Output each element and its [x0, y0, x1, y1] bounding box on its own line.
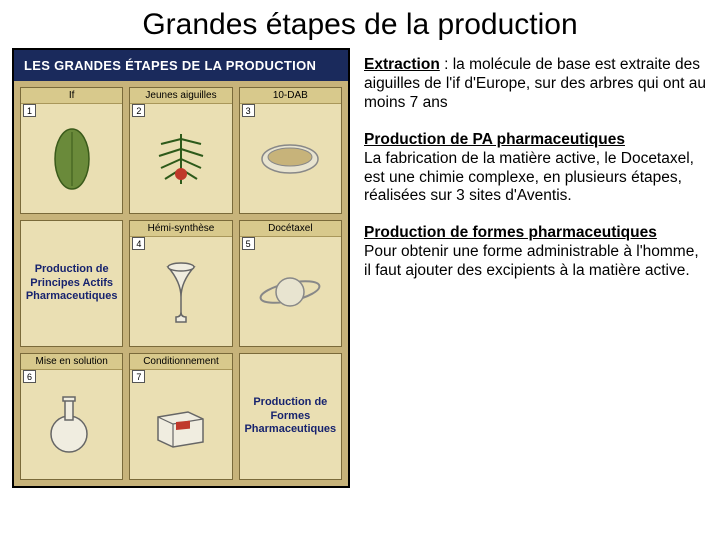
para-head: Production de formes pharmaceutiques [364, 224, 657, 241]
para-extraction: Extraction : la molécule de base est ext… [364, 56, 708, 113]
production-diagram: LES GRANDES ÉTAPES DE LA PRODUCTION If 1… [12, 48, 350, 488]
cell-top-label: Jeunes aiguilles [130, 88, 231, 104]
flask-icon [21, 370, 122, 479]
leaf-icon [21, 104, 122, 213]
cell-10dab: 10-DAB 3 [239, 87, 342, 214]
cell-number: 7 [132, 370, 145, 383]
side-label-text: Production de Principes Actifs Pharmaceu… [25, 263, 118, 304]
side-label-formes: Production de Formes Pharmaceutiques [239, 353, 342, 480]
box-icon [130, 370, 231, 479]
cell-top-label: 10-DAB [240, 88, 341, 104]
cell-number: 5 [242, 237, 255, 250]
cell-aiguilles: Jeunes aiguilles 2 [129, 87, 232, 214]
ring-icon [240, 104, 341, 213]
side-label-pa: Production de Principes Actifs Pharmaceu… [20, 220, 123, 347]
cell-docetaxel: Docétaxel 5 [239, 220, 342, 347]
needles-icon [130, 104, 231, 213]
cell-top-label: Docétaxel [240, 221, 341, 237]
cell-solution: Mise en solution 6 [20, 353, 123, 480]
cell-hemisynthese: Hémi-synthèse 4 [129, 220, 232, 347]
cell-if: If 1 [20, 87, 123, 214]
cell-number: 3 [242, 104, 255, 117]
para-body: Pour obtenir une forme administrable à l… [364, 243, 699, 279]
cell-top-label: Hémi-synthèse [130, 221, 231, 237]
slide-title: Grandes étapes de la production [0, 0, 720, 48]
diagram-header: LES GRANDES ÉTAPES DE LA PRODUCTION [14, 50, 348, 81]
para-head: Extraction [364, 56, 440, 73]
cell-number: 4 [132, 237, 145, 250]
cell-top-label: Mise en solution [21, 354, 122, 370]
funnel-icon [130, 237, 231, 346]
saturn-icon [240, 237, 341, 346]
text-column: Extraction : la molécule de base est ext… [364, 48, 708, 488]
para-formes: Production de formes pharmaceutiques Pou… [364, 224, 708, 281]
cell-top-label: If [21, 88, 122, 104]
content-row: LES GRANDES ÉTAPES DE LA PRODUCTION If 1… [0, 48, 720, 488]
para-head: Production de PA pharmaceutiques [364, 131, 625, 148]
cell-number: 2 [132, 104, 145, 117]
diagram-grid: If 1 Jeunes aiguilles 2 [14, 81, 348, 486]
para-pa: Production de PA pharmaceutiques La fabr… [364, 131, 708, 207]
cell-number: 6 [23, 370, 36, 383]
side-label-text: Production de Formes Pharmaceutiques [244, 396, 337, 437]
cell-conditionnement: Conditionnement 7 [129, 353, 232, 480]
para-sep: : [440, 56, 453, 73]
cell-top-label: Conditionnement [130, 354, 231, 370]
para-body: La fabrication de la matière active, le … [364, 150, 694, 205]
cell-number: 1 [23, 104, 36, 117]
